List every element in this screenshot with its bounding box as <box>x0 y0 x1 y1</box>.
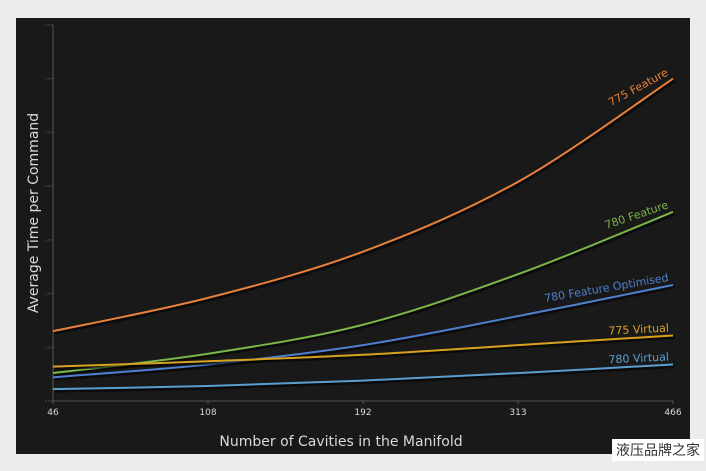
x-tick-label: 466 <box>664 408 681 418</box>
chart-frame: 0.0 0.5 1.0 1.5 2.0 2.5 3.0 3.5 46 108 192 313 466 … <box>16 18 690 454</box>
y-axis-title: Average Time per Command <box>26 113 42 313</box>
series-line-780-feature <box>52 211 674 375</box>
y-ticks: 0.0 0.5 1.0 1.5 2.0 2.5 3.0 3.5 <box>45 23 53 403</box>
x-axis-title: Number of Cavities in the Manifold <box>219 434 462 450</box>
x-tick-label: 108 <box>199 408 216 418</box>
series-line-775-virtual <box>52 334 674 368</box>
y-tick-label: 3.0 <box>45 77 50 81</box>
series-line-775-feature <box>52 77 674 333</box>
watermark: 液压品牌之家 <box>612 439 704 461</box>
y-tick-label: 1.0 <box>45 292 50 296</box>
x-ticks: 46 108 192 313 466 <box>47 401 682 418</box>
y-tick-label: 2.5 <box>45 130 50 134</box>
series-label-775-virtual: 775 Virtual <box>608 321 669 337</box>
y-tick-label: 1.5 <box>45 238 50 242</box>
series-line-shadow-775-virtual <box>54 335 675 371</box>
series-line-shadow-780-feature-optimised <box>54 285 675 381</box>
y-tick-label: 3.5 <box>45 23 50 27</box>
line-chart: 0.00.51.01.52.02.53.03.5 46 108 192 313 466 … <box>26 23 682 450</box>
series-lines <box>52 77 676 393</box>
y-tick-label: 0.0 <box>45 399 50 403</box>
y-tick-label: 0.5 <box>45 345 50 349</box>
series-line-shadow-775-feature <box>54 79 676 335</box>
series-line-780-feature-optimised <box>52 283 674 379</box>
series-label-780-virtual: 780 Virtual <box>608 350 669 366</box>
series-line-780-virtual <box>52 363 674 391</box>
series-line-shadow-780-virtual <box>54 364 675 393</box>
x-tick-label: 313 <box>509 408 526 418</box>
y-tick-label: 2.0 <box>45 184 50 188</box>
x-tick-label: 192 <box>354 408 371 418</box>
x-tick-label: 46 <box>47 408 59 418</box>
